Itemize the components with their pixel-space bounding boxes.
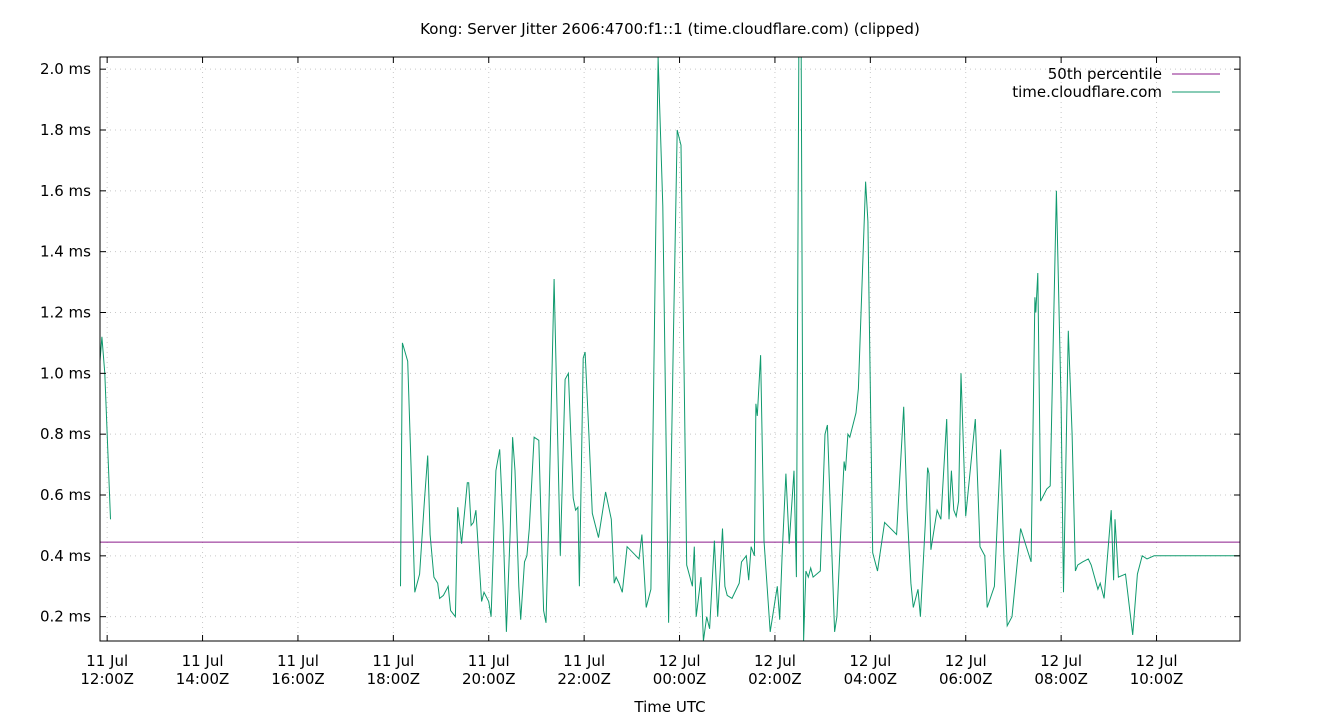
x-tick-label-date: 12 Jul (659, 652, 701, 670)
x-tick-label-time: 16:00Z (271, 670, 325, 688)
x-tick-label-date: 11 Jul (468, 652, 510, 670)
y-tick-label: 0.6 ms (40, 486, 91, 504)
x-tick-label-time: 22:00Z (557, 670, 611, 688)
tick-layer: 0.2 ms 0.4 ms 0.6 ms 0.8 ms 1.0 ms 1.2 ms 1.4 … (40, 57, 1240, 688)
grid-layer (100, 57, 1240, 641)
chart-title: Kong: Server Jitter 2606:4700:f1::1 (tim… (420, 20, 920, 38)
x-axis-label: Time UTC (633, 698, 705, 716)
y-tick-label: 1.8 ms (40, 121, 91, 139)
x-tick-label-date: 12 Jul (754, 652, 796, 670)
series-line (100, 336, 111, 520)
x-tick-label-date: 12 Jul (849, 652, 891, 670)
plot-frame (99, 56, 1241, 642)
x-tick-label-time: 10:00Z (1130, 670, 1184, 688)
y-tick-label: 1.2 ms (40, 304, 91, 322)
y-tick-label: 1.6 ms (40, 182, 91, 200)
x-tick-label-date: 11 Jul (182, 652, 224, 670)
x-tick-label-time: 00:00Z (653, 670, 707, 688)
y-tick-label: 0.8 ms (40, 425, 91, 443)
y-tick-label: 1.0 ms (40, 364, 91, 382)
x-tick-label-time: 18:00Z (367, 670, 421, 688)
x-tick-label-date: 12 Jul (1136, 652, 1178, 670)
series-time-cloudflare-com (100, 57, 1240, 641)
x-tick-label-date: 11 Jul (277, 652, 319, 670)
legend-label: 50th percentile (1048, 65, 1162, 83)
y-tick-label: 0.4 ms (40, 547, 91, 565)
y-tick-label: 1.4 ms (40, 243, 91, 261)
legend-label: time.cloudflare.com (1012, 83, 1162, 101)
y-tick-label: 2.0 ms (40, 60, 91, 78)
x-tick-label-time: 08:00Z (1034, 670, 1088, 688)
x-tick-label-date: 11 Jul (563, 652, 605, 670)
x-tick-label-date: 11 Jul (86, 652, 128, 670)
x-tick-label-date: 12 Jul (945, 652, 987, 670)
series-layer (100, 57, 1240, 641)
x-tick-label-time: 14:00Z (176, 670, 230, 688)
x-tick-label-time: 02:00Z (748, 670, 802, 688)
x-tick-label-date: 11 Jul (372, 652, 414, 670)
series-line (400, 57, 1240, 641)
x-tick-label-time: 06:00Z (939, 670, 993, 688)
x-tick-label-date: 12 Jul (1040, 652, 1082, 670)
x-tick-label-time: 20:00Z (462, 670, 516, 688)
x-tick-label-time: 12:00Z (80, 670, 134, 688)
x-tick-label-time: 04:00Z (844, 670, 898, 688)
y-tick-label: 0.2 ms (40, 608, 91, 626)
